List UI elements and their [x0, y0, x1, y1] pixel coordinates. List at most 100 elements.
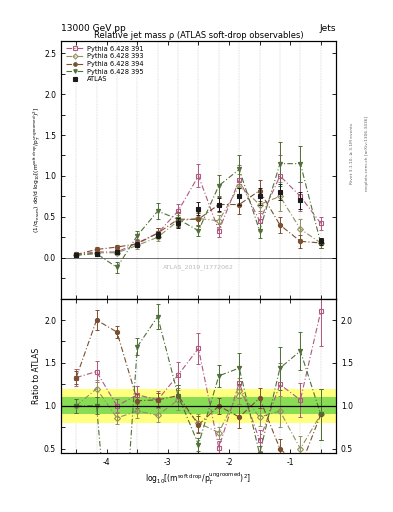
Title: Relative jet mass ρ (ATLAS soft-drop observables): Relative jet mass ρ (ATLAS soft-drop obs…: [94, 31, 303, 40]
ATLAS: [176, 220, 180, 226]
Bar: [168, 389, 188, 423]
ATLAS: [94, 250, 99, 257]
Pythia 6.428 391: [196, 173, 201, 179]
Pythia 6.428 393: [155, 234, 160, 240]
Pythia 6.428 395: [196, 228, 201, 234]
ATLAS: [155, 232, 160, 238]
Pythia 6.428 395: [115, 264, 119, 270]
Bar: [127, 389, 147, 423]
Bar: [250, 389, 270, 423]
Bar: [310, 389, 336, 423]
Y-axis label: Ratio to ATLAS: Ratio to ATLAS: [32, 348, 41, 404]
Pythia 6.428 393: [298, 226, 303, 232]
Pythia 6.428 394: [237, 201, 242, 207]
Bar: [86, 397, 107, 415]
Bar: [209, 397, 229, 415]
Pythia 6.428 391: [115, 249, 119, 255]
Pythia 6.428 393: [237, 183, 242, 189]
ATLAS: [237, 193, 242, 199]
Legend: Pythia 6.428 391, Pythia 6.428 393, Pythia 6.428 394, Pythia 6.428 395, ATLAS: Pythia 6.428 391, Pythia 6.428 393, Pyth…: [64, 45, 145, 83]
Bar: [270, 397, 290, 415]
Bar: [188, 389, 209, 423]
ATLAS: [135, 242, 140, 248]
Pythia 6.428 394: [318, 240, 323, 246]
Text: 13000 GeV pp: 13000 GeV pp: [61, 24, 126, 33]
Pythia 6.428 391: [318, 220, 323, 226]
Pythia 6.428 394: [94, 246, 99, 252]
Y-axis label: (1/σ$_{\rm resum}$) dσ/d log$_{10}$[(m$^{\rm soft\ drop}$/p$_T^{\rm ungroomed}$): (1/σ$_{\rm resum}$) dσ/d log$_{10}$[(m$^…: [31, 107, 42, 233]
Text: Rivet 3.1.10, ≥ 3.1M events: Rivet 3.1.10, ≥ 3.1M events: [350, 123, 354, 184]
Pythia 6.428 394: [277, 222, 282, 228]
Pythia 6.428 395: [217, 183, 221, 189]
Pythia 6.428 394: [217, 201, 221, 207]
Bar: [188, 397, 209, 415]
Pythia 6.428 391: [74, 251, 79, 258]
Pythia 6.428 391: [155, 230, 160, 236]
ATLAS: [318, 238, 323, 244]
Bar: [270, 389, 290, 423]
Pythia 6.428 394: [176, 216, 180, 222]
Text: Jets: Jets: [320, 24, 336, 33]
Pythia 6.428 393: [277, 193, 282, 199]
Pythia 6.428 395: [135, 232, 140, 239]
Bar: [229, 389, 250, 423]
Pythia 6.428 394: [115, 244, 119, 250]
Pythia 6.428 395: [176, 216, 180, 222]
Bar: [127, 397, 147, 415]
Text: ATLAS_2019_I1772062: ATLAS_2019_I1772062: [163, 265, 234, 270]
Bar: [86, 389, 107, 423]
ATLAS: [257, 193, 262, 199]
Bar: [147, 397, 168, 415]
Bar: [250, 397, 270, 415]
Pythia 6.428 395: [257, 228, 262, 234]
Pythia 6.428 391: [277, 173, 282, 179]
Pythia 6.428 393: [115, 250, 119, 256]
Pythia 6.428 391: [217, 228, 221, 234]
Pythia 6.428 391: [237, 177, 242, 183]
Pythia 6.428 394: [257, 187, 262, 194]
Line: Pythia 6.428 395: Pythia 6.428 395: [74, 162, 323, 269]
Pythia 6.428 391: [94, 249, 99, 255]
Line: Pythia 6.428 393: Pythia 6.428 393: [74, 184, 323, 258]
Pythia 6.428 391: [298, 193, 303, 199]
Bar: [310, 397, 336, 415]
Pythia 6.428 395: [94, 250, 99, 257]
ATLAS: [298, 197, 303, 203]
Bar: [61, 389, 86, 423]
Pythia 6.428 394: [74, 251, 79, 258]
ATLAS: [217, 201, 221, 207]
Bar: [168, 397, 188, 415]
Pythia 6.428 394: [155, 230, 160, 236]
Pythia 6.428 391: [257, 218, 262, 224]
ATLAS: [74, 252, 79, 258]
Pythia 6.428 395: [155, 208, 160, 214]
Pythia 6.428 394: [196, 216, 201, 222]
Pythia 6.428 391: [135, 240, 140, 246]
Pythia 6.428 393: [257, 201, 262, 207]
Bar: [290, 397, 310, 415]
Pythia 6.428 393: [318, 240, 323, 246]
Pythia 6.428 394: [135, 241, 140, 247]
Line: Pythia 6.428 391: Pythia 6.428 391: [74, 174, 323, 257]
Pythia 6.428 395: [318, 240, 323, 246]
Pythia 6.428 395: [298, 161, 303, 167]
Pythia 6.428 393: [196, 216, 201, 222]
Text: mcplots.cern.ch [arXiv:1306.3436]: mcplots.cern.ch [arXiv:1306.3436]: [365, 116, 369, 191]
Pythia 6.428 395: [237, 166, 242, 173]
Pythia 6.428 394: [298, 238, 303, 244]
Line: ATLAS: ATLAS: [74, 190, 323, 258]
Bar: [229, 397, 250, 415]
Pythia 6.428 393: [176, 218, 180, 224]
ATLAS: [277, 189, 282, 195]
Pythia 6.428 395: [277, 161, 282, 167]
Pythia 6.428 391: [176, 208, 180, 214]
Line: Pythia 6.428 394: Pythia 6.428 394: [74, 188, 323, 257]
Bar: [147, 389, 168, 423]
ATLAS: [196, 205, 201, 211]
Bar: [290, 389, 310, 423]
Pythia 6.428 393: [135, 242, 140, 248]
Pythia 6.428 393: [94, 250, 99, 256]
Pythia 6.428 395: [74, 252, 79, 258]
Bar: [107, 389, 127, 423]
ATLAS: [115, 249, 119, 255]
